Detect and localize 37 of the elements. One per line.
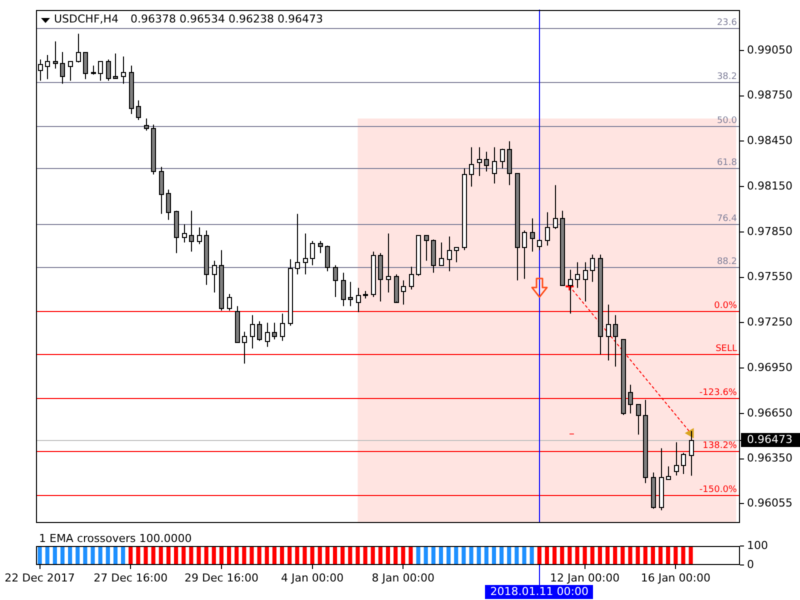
y-tick-label: 0.96950 — [747, 360, 792, 374]
annotation: 23.6 — [716, 18, 738, 28]
y-tick-label: 0.98450 — [747, 134, 792, 148]
annotation: 50.0 — [716, 116, 738, 126]
annotation: -123.6% — [699, 388, 738, 398]
y-tick-label: 0.96055 — [747, 496, 792, 510]
x-tick-label: 8 Jan 00:00 — [372, 571, 434, 584]
x-tick-label: 12 Jan 00:00 — [550, 571, 620, 584]
y-tick-label: 0.96350 — [747, 452, 792, 465]
y-tick-label: 0.97250 — [747, 316, 792, 329]
annotation: 38.2 — [716, 72, 737, 82]
y-tick-label: 0.98150 — [747, 179, 792, 192]
annotation: 88.2 — [716, 256, 737, 267]
x-tick-label: 27 Dec 16:00 — [94, 571, 168, 584]
y-tick-label: 0.96650 — [747, 406, 792, 420]
chart-title: 1 EMA crossovers 100.0000 — [39, 532, 192, 545]
chart-subtitle: 0.96378 0.96534 0.96238 0.96473 — [130, 12, 324, 26]
y-tick-label: 0.97850 — [747, 224, 792, 238]
y-tick-label: 0.96473 — [747, 433, 792, 446]
x-tick-label: 2018.01.11 00:00 — [490, 584, 588, 598]
y-tick-label: 100 — [747, 538, 768, 552]
annotation: – — [568, 427, 574, 440]
x-tick-label: 29 Dec 16:00 — [184, 571, 258, 584]
x-tick-label: 4 Jan 00:00 — [280, 571, 344, 584]
annotation: -150.0% — [699, 484, 738, 495]
y-tick-label: 0.98750 — [747, 88, 792, 102]
chart-title: USDCHF,H4 — [54, 12, 119, 26]
annotation: 61.8 — [716, 158, 738, 168]
annotation: SELL — [716, 344, 737, 354]
y-tick-label: 0.97550 — [747, 270, 792, 284]
x-tick-label: 22 Dec 2017 — [4, 571, 75, 584]
annotation: 138.2% — [702, 440, 738, 451]
y-tick-label: 0.99050 — [747, 43, 792, 56]
annotation: 76.4 — [716, 214, 738, 224]
annotation: 0.0% — [714, 300, 738, 311]
y-tick-label: 0 — [747, 558, 754, 571]
x-tick-label: 16 Jan 00:00 — [640, 571, 710, 584]
